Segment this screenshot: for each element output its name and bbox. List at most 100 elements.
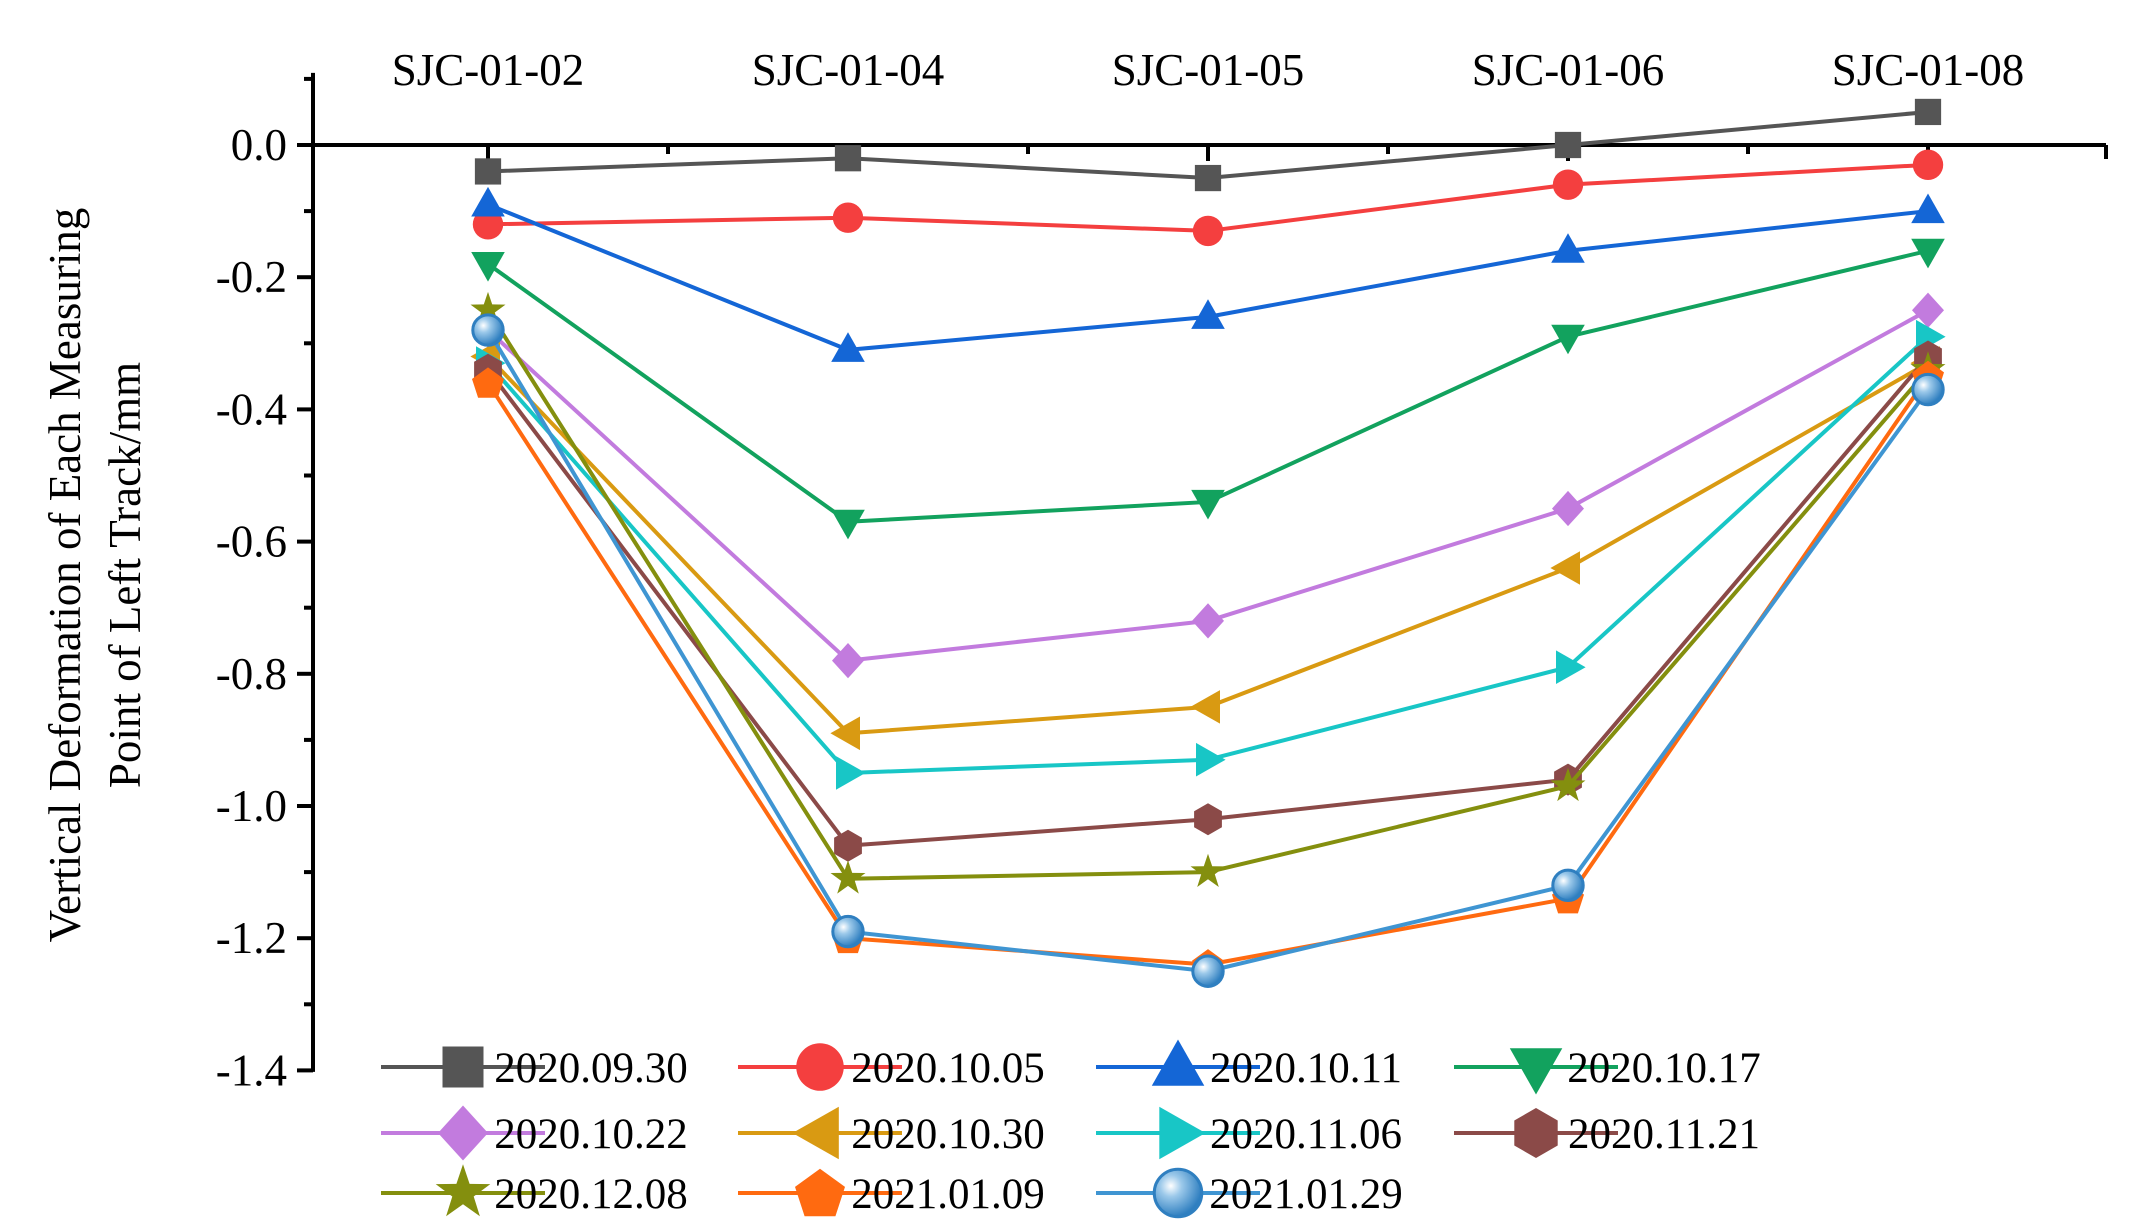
data-point: [832, 643, 864, 679]
series-line: [486, 309, 1930, 881]
data-point: [1190, 853, 1226, 887]
series-layer: [470, 98, 1946, 988]
legend-marker: [1151, 1039, 1205, 1086]
data-point: [1550, 767, 1586, 802]
data-point: [474, 158, 502, 185]
data-point: [1556, 650, 1586, 684]
y-tick-label: -1.0: [216, 781, 287, 831]
y-tick-label: -0.2: [216, 252, 287, 302]
legend-item-2020.12.08: 2020.12.08: [381, 1164, 688, 1218]
legend-label: 2020.10.05: [851, 1045, 1045, 1092]
legend-item-2021.01.09: 2021.01.09: [738, 1168, 1045, 1218]
data-point: [1911, 193, 1945, 224]
legend-marker: [795, 1168, 845, 1217]
data-point: [836, 756, 866, 790]
data-point: [1551, 868, 1585, 903]
legend-label: 2020.09.30: [494, 1045, 688, 1092]
series-2021.01.29: [471, 313, 1945, 988]
y-axis-title-line-1: Vertical Deformation of Each Measuring: [40, 208, 90, 943]
x-category-label: SJC-01-05: [1112, 45, 1305, 95]
y-axis-title: Vertical Deformation of Each Measuring Po…: [40, 208, 150, 943]
data-point: [831, 332, 865, 362]
legend-marker: [442, 1046, 484, 1088]
y-tick-label: -0.4: [216, 384, 287, 434]
data-point: [1552, 169, 1584, 200]
legend-item-2021.01.29: 2021.01.29: [1096, 1167, 1403, 1219]
legend-item-2020.09.30: 2020.09.30: [381, 1045, 688, 1092]
data-point: [1912, 292, 1944, 328]
data-point: [1194, 803, 1222, 836]
y-tick-label: -0.6: [216, 517, 287, 567]
data-point: [1911, 238, 1945, 269]
series-line: [486, 355, 1929, 736]
data-point: [1194, 164, 1222, 192]
series-2020.10.17: [471, 238, 1945, 540]
y-tick-label: -0.8: [216, 649, 287, 699]
legend-item-2020.10.17: 2020.10.17: [1454, 1045, 1761, 1095]
legend-label: 2020.10.30: [851, 1111, 1045, 1158]
legend-label: 2020.10.11: [1210, 1045, 1402, 1092]
legend-label: 2020.12.08: [494, 1171, 688, 1218]
data-point: [1912, 149, 1944, 181]
axes: 0.0 -0.2 -0.4 -0.6 -0.8 -1.0 -1.2 -1.4 SJC-01-02…: [40, 45, 2108, 1095]
data-point: [1552, 490, 1584, 527]
legend-label: 2021.01.09: [851, 1171, 1045, 1218]
series-2020.10.05: [472, 149, 1944, 247]
data-point: [1191, 489, 1225, 520]
data-point: [1551, 233, 1585, 263]
legend-marker: [438, 1105, 488, 1161]
x-category-label: SJC-01-08: [1832, 45, 2025, 95]
legend-item-2020.10.30: 2020.10.30: [738, 1106, 1045, 1160]
legend-label: 2021.01.29: [1209, 1171, 1403, 1218]
x-category-label: SJC-01-06: [1472, 45, 1665, 95]
series-2020.10.30: [470, 339, 1940, 751]
legend-label: 2020.11.21: [1568, 1111, 1760, 1158]
data-point: [471, 252, 505, 282]
legend-marker: [1152, 1167, 1204, 1219]
data-point: [832, 202, 864, 233]
data-point: [1914, 98, 1942, 126]
legend-item-2020.10.22: 2020.10.22: [381, 1105, 688, 1161]
legend-item-2020.11.06: 2020.11.06: [1096, 1106, 1402, 1160]
data-point: [834, 829, 862, 862]
series-2020.11.06: [476, 319, 1946, 790]
y-tick-label: -1.4: [216, 1045, 287, 1095]
legend-label: 2020.10.22: [494, 1111, 688, 1158]
data-point: [831, 509, 865, 540]
data-point: [830, 716, 860, 751]
data-point: [831, 914, 865, 949]
data-point: [471, 186, 505, 217]
data-point: [1554, 131, 1582, 159]
y-axis-title-line-2: Point of Left Track/mm: [100, 362, 150, 788]
data-point: [1190, 690, 1220, 724]
data-point: [1911, 372, 1945, 407]
data-point: [1192, 603, 1224, 639]
data-point: [1550, 551, 1580, 585]
legend-marker: [796, 1043, 844, 1091]
legend-marker: [1509, 1048, 1563, 1095]
legend-label: 2020.10.17: [1567, 1045, 1761, 1092]
x-category-label: SJC-01-02: [392, 45, 585, 95]
legend-item-2020.10.05: 2020.10.05: [738, 1043, 1045, 1092]
data-point: [471, 313, 505, 347]
data-point: [1192, 215, 1224, 247]
legend-marker: [1514, 1108, 1558, 1158]
series-2020.10.22: [472, 292, 1944, 679]
data-point: [1551, 324, 1585, 355]
y-tick-label: -1.2: [216, 913, 287, 963]
y-tick-label: 0.0: [231, 120, 287, 170]
legend-marker: [792, 1106, 839, 1160]
data-point: [834, 145, 862, 172]
data-point: [1191, 299, 1225, 329]
data-point: [1191, 954, 1225, 988]
data-point: [472, 209, 504, 240]
data-point: [830, 860, 866, 894]
legend: 2020.09.30 2020.10.05 2020.10.11 2020.10.17…: [381, 1039, 1761, 1219]
data-point: [1196, 742, 1226, 777]
data-point: [472, 367, 504, 398]
series-2020.10.11: [471, 186, 1945, 362]
series-2020.09.30: [474, 98, 1942, 192]
legend-item-2020.11.21: 2020.11.21: [1454, 1108, 1760, 1158]
series-2020.11.21: [474, 340, 1942, 862]
